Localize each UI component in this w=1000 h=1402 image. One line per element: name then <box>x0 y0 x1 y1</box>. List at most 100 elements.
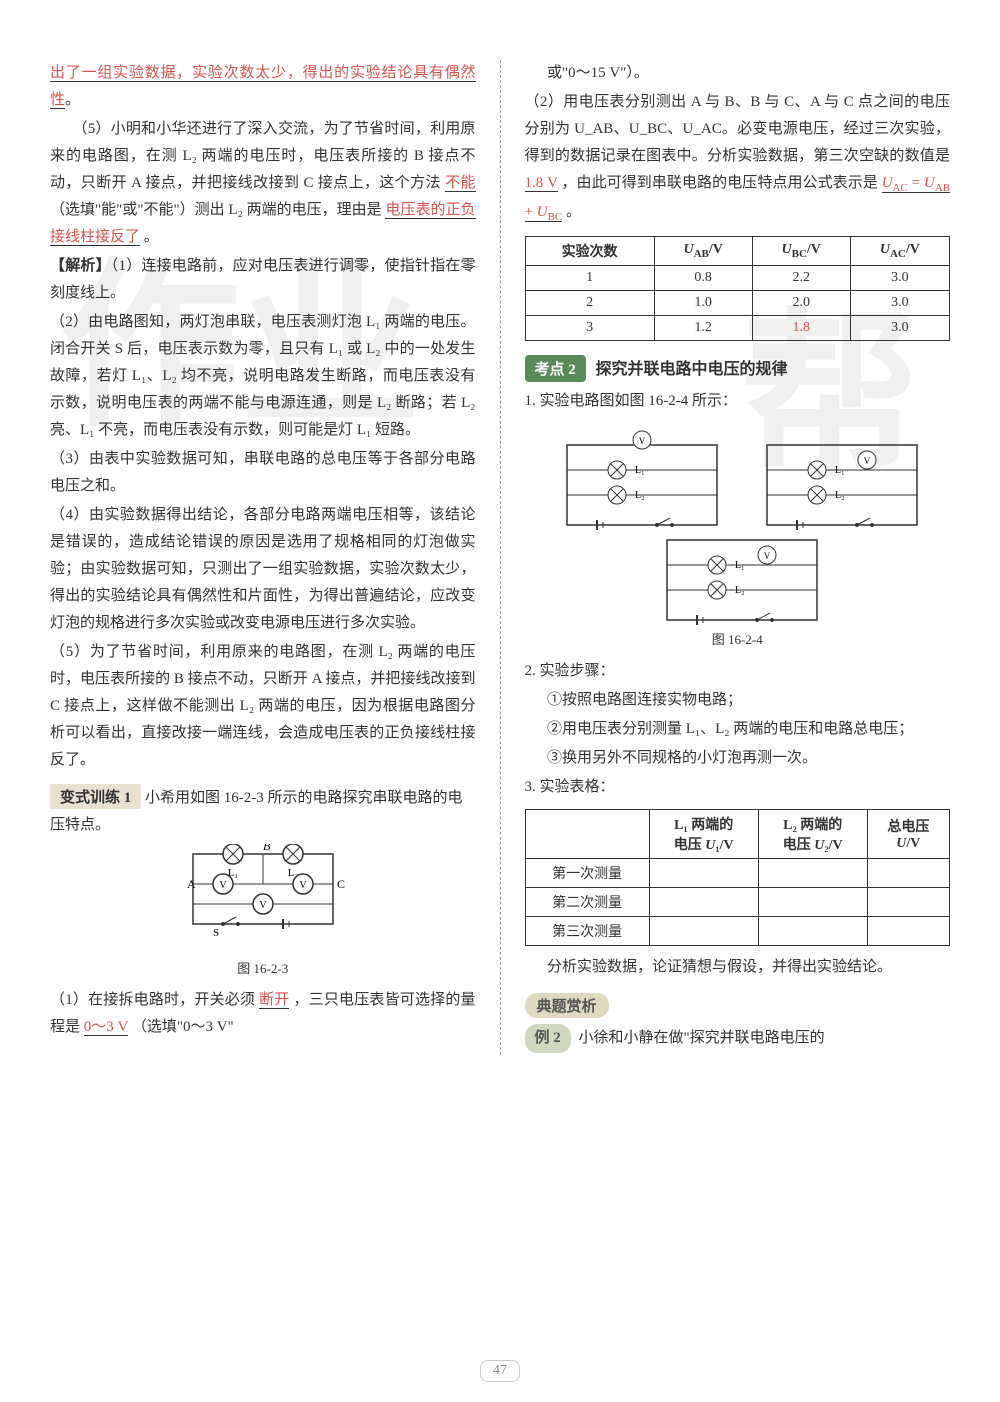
t2-r2c3 <box>867 916 949 945</box>
analysis-3: （3）由表中实验数据可知，串联电路的总电压等于各部分电路电压之和。 <box>50 446 476 500</box>
kaodian-title: 探究并联电路中电压的规律 <box>596 361 788 378</box>
svg-text:V: V <box>764 551 771 561</box>
t2-h1: L₁ 两端的电压 U₁/V <box>649 809 758 858</box>
t2-r2c0: 第三次测量 <box>525 916 649 945</box>
table-1-row-1: 1 0.8 2.2 3.0 <box>525 265 950 290</box>
t2-r2c1 <box>649 916 758 945</box>
analysis-block: 【解析】（1）连接电路前，应对电压表进行调零，使指针指在零刻度线上。 （2）由电… <box>50 253 476 774</box>
v2-blank-1: 1.8 V <box>525 175 558 192</box>
v2-text-1: （2）用电压表分别测出 A 与 B、B 与 C、A 与 C 点之间的电压分别为 … <box>525 94 951 164</box>
exp-p1: 1. 实验电路图如图 16-2-4 所示： <box>525 388 951 415</box>
cont-1: 或"0～15 V"）。 <box>525 60 951 87</box>
t1-r1c0: 2 <box>525 290 654 315</box>
t2-r0c1 <box>649 858 758 887</box>
exp-p3: 3. 实验表格： <box>525 774 951 801</box>
t2-r0c3 <box>867 858 949 887</box>
exp-p4: 分析实验数据，论证猜想与假设，并得出实验结论。 <box>525 954 951 981</box>
v2-tail: 。 <box>566 204 581 220</box>
kaodian-label: 考点 2 <box>525 355 586 382</box>
svg-text:V: V <box>639 436 646 446</box>
v1-text-1: （1）在接拆电路时，开关必须 <box>50 992 255 1008</box>
exp-step1: ①按照电路图连接实物电路； <box>525 687 951 714</box>
column-divider <box>500 60 501 1055</box>
example-text: 小徐和小静在做"探究并联电路电压的 <box>579 1030 825 1046</box>
circuit-16-2-3-svg: L₁ L₂ A B C V V V S <box>173 844 353 954</box>
table-2-row-3: 第三次测量 <box>525 916 950 945</box>
v2-text-2: ，由此可得到串联电路的电压特点用公式表示是 <box>561 175 877 191</box>
t2-h0 <box>525 809 649 858</box>
t2-r0c2 <box>758 858 867 887</box>
t2-r1c3 <box>867 887 949 916</box>
page-columns: 出了一组实验数据，实验次数太少，得出的实验结论具有偶然性。 （5）小明和小华还进… <box>50 60 950 1055</box>
t1-r0c2: 2.2 <box>752 265 850 290</box>
svg-text:V: V <box>219 880 227 891</box>
example-2: 例 2 小徐和小静在做"探究并联电路电压的 <box>525 1024 951 1053</box>
svg-text:V: V <box>299 880 307 891</box>
t1-r1c2: 2.0 <box>752 290 850 315</box>
analysis-4: （4）由实验数据得出结论，各部分电路两端电压相等，该结论是错误的，造成结论错误的… <box>50 502 476 637</box>
t1-r2c0: 3 <box>525 315 654 340</box>
svg-text:C: C <box>337 877 345 891</box>
table-1-row-2: 2 1.0 2.0 3.0 <box>525 290 950 315</box>
t1-h3: UAC/V <box>850 236 949 265</box>
page-number: 47 <box>480 1360 520 1382</box>
t2-r1c1 <box>649 887 758 916</box>
table-2-row-2: 第二次测量 <box>525 887 950 916</box>
circuit-16-2-4-svg: V L₁ L₂ V L₁ <box>547 425 927 625</box>
q5-tail: 。 <box>144 229 159 245</box>
q5-paragraph: （5）小明和小华还进行了深入交流，为了节省时间，利用原来的电路图，在测 L₂ 两… <box>50 116 476 251</box>
right-column: 或"0～15 V"）。 （2）用电压表分别测出 A 与 B、B 与 C、A 与 … <box>525 60 951 1055</box>
svg-text:L₂: L₂ <box>735 585 745 596</box>
dianti-label: 典题赏析 <box>525 993 609 1018</box>
svg-text:L₁: L₁ <box>735 560 745 571</box>
t1-r1c1: 1.0 <box>654 290 752 315</box>
data-table-2: L₁ 两端的电压 U₁/V L₂ 两端的电压 U₂/V 总电压U/V 第一次测量… <box>525 809 951 946</box>
v1-blank-2: 0～3 V <box>84 1019 128 1036</box>
analysis-1: （1）连接电路前，应对电压表进行调零，使指针指在零刻度线上。 <box>50 258 476 301</box>
t2-r1c0: 第二次测量 <box>525 887 649 916</box>
left-column: 出了一组实验数据，实验次数太少，得出的实验结论具有偶然性。 （5）小明和小华还进… <box>50 60 476 1055</box>
variant-section: 变式训练 1 小希用如图 16-2-3 所示的电路探究串联电路的电压特点。 <box>50 776 476 834</box>
t1-r2c1: 1.2 <box>654 315 752 340</box>
table-1-row-3: 3 1.2 1.8 3.0 <box>525 315 950 340</box>
svg-text:L₂: L₂ <box>835 490 845 501</box>
v1-blank-1: 断开 <box>259 992 289 1009</box>
svg-text:V: V <box>864 456 871 466</box>
t2-r2c2 <box>758 916 867 945</box>
analysis-2: （2）由电路图知，两灯泡串联，电压表测灯泡 L₁ 两端的电压。闭合开关 S 后，… <box>50 309 476 444</box>
t1-h1: UAB/V <box>654 236 752 265</box>
svg-text:L₂: L₂ <box>635 490 645 501</box>
table-2-row-1: 第一次测量 <box>525 858 950 887</box>
t1-r0c0: 1 <box>525 265 654 290</box>
variant-q2: （2）用电压表分别测出 A 与 B、B 与 C、A 与 C 点之间的电压分别为 … <box>525 89 951 228</box>
q5-text-1: （5）小明和小华还进行了深入交流，为了节省时间，利用原来的电路图，在测 L₂ 两… <box>50 121 476 191</box>
example-label: 例 2 <box>525 1024 571 1053</box>
table-1-header-row: 实验次数 UAB/V UBC/V UAC/V <box>525 236 950 265</box>
figure-16-2-4: V L₁ L₂ V L₁ <box>525 425 951 648</box>
q5-blank-1: 不能 <box>445 175 475 192</box>
t1-r2c3: 3.0 <box>850 315 949 340</box>
analysis-label: 【解析】 <box>50 258 111 274</box>
exp-step3: ③换用另外不同规格的小灯泡再测一次。 <box>525 745 951 772</box>
table-2-header-row: L₁ 两端的电压 U₁/V L₂ 两端的电压 U₂/V 总电压U/V <box>525 809 950 858</box>
t2-r0c0: 第一次测量 <box>525 858 649 887</box>
t2-h3: 总电压U/V <box>867 809 949 858</box>
svg-text:L₁: L₁ <box>635 465 645 476</box>
t1-h0: 实验次数 <box>525 236 654 265</box>
v1-text-3: （选填"0～3 V" <box>132 1019 234 1035</box>
figure-16-2-3: L₁ L₂ A B C V V V S <box>50 844 476 977</box>
fig-16-2-4-caption: 图 16-2-4 <box>525 629 951 648</box>
t1-r2c2: 1.8 <box>752 315 850 340</box>
svg-text:L₁: L₁ <box>835 465 845 476</box>
variant-label: 变式训练 1 <box>50 784 141 809</box>
q5-text-2: （选填"能"或"不能"）测出 L₂ 两端的电压，理由是 <box>50 202 382 218</box>
data-table-1: 实验次数 UAB/V UBC/V UAC/V 1 0.8 2.2 3.0 2 1… <box>525 236 951 341</box>
svg-text:V: V <box>259 900 267 911</box>
t2-h2: L₂ 两端的电压 U₂/V <box>758 809 867 858</box>
exp-step2: ②用电压表分别测量 L₁、L₂ 两端的电压和电路总电压； <box>525 716 951 743</box>
t1-h2: UBC/V <box>752 236 850 265</box>
kaodian-2-header: 考点 2 探究并联电路中电压的规律 <box>525 349 951 388</box>
exp-p2: 2. 实验步骤： <box>525 658 951 685</box>
t1-r0c1: 0.8 <box>654 265 752 290</box>
q4-tail-answer: 出了一组实验数据，实验次数太少，得出的实验结论具有偶然性 <box>50 65 476 109</box>
